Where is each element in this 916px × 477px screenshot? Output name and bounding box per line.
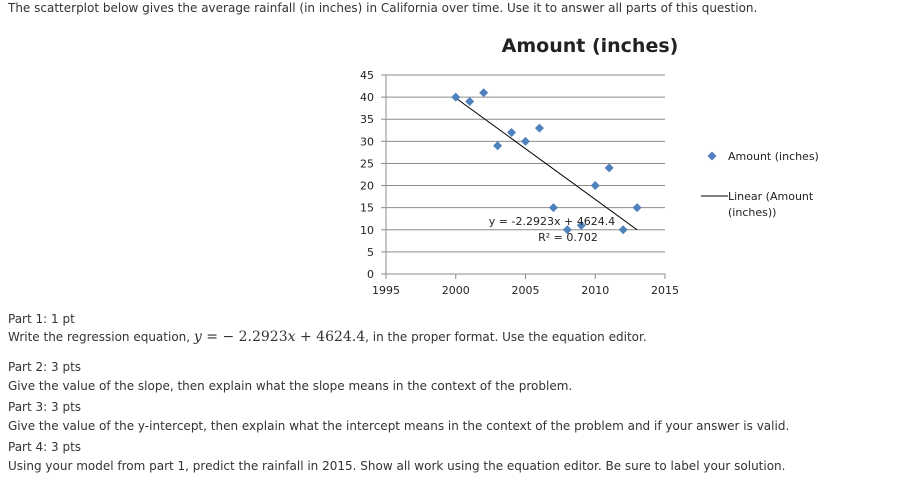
y-tick-label: 25	[360, 157, 374, 170]
y-tick-label: 15	[360, 202, 374, 215]
data-point	[576, 220, 586, 230]
data-point	[521, 136, 530, 146]
x-tick-label: 2005	[512, 284, 540, 297]
y-tick-label: 20	[360, 180, 374, 193]
part4-text: Using your model from part 1, predict th…	[8, 459, 786, 473]
data-point	[562, 225, 572, 235]
part1-text-after: , in the proper format. Use the equation…	[365, 330, 647, 344]
part1-text: Write the regression equation, y = − 2.2…	[8, 329, 647, 345]
part4-heading: Part 4: 3 pts	[8, 440, 82, 454]
scatter-chart: Amount (inches) 0 5 10 15 20 25 30 35 40 45 1995 200…	[0, 26, 916, 308]
part3-text: Give the value of the y-intercept, then …	[8, 419, 790, 433]
data-point	[534, 123, 544, 133]
data-point	[590, 181, 600, 191]
x-tick-label: 1995	[372, 284, 400, 297]
data-point	[548, 203, 558, 213]
y-tick-label: 30	[360, 135, 374, 148]
legend-series-marker	[707, 151, 717, 161]
y-tick-label: 0	[367, 268, 374, 281]
y-tick-label: 10	[360, 224, 374, 237]
part3-heading: Part 3: 3 pts	[8, 400, 82, 414]
y-tick-label: 35	[360, 113, 374, 126]
part1-text-before: Write the regression equation,	[8, 330, 194, 344]
data-point	[479, 88, 489, 98]
data-point	[507, 127, 517, 137]
data-point	[465, 97, 475, 107]
intro-text: The scatterplot below gives the average …	[8, 1, 758, 15]
legend-trend-label-line2: (inches))	[728, 206, 776, 219]
trendline-r2: R² = 0.702	[538, 231, 598, 244]
chart-svg: Amount (inches) 0 5 10 15 20 25 30 35 40 45 1995 200…	[360, 35, 819, 297]
data-point	[632, 203, 642, 213]
data-point	[618, 225, 628, 235]
trendline	[455, 97, 638, 231]
x-tick-label: 2015	[651, 284, 679, 297]
regression-equation: y = − 2.2923x + 4624.4	[193, 329, 366, 345]
data-point	[451, 92, 461, 102]
data-point	[604, 163, 614, 173]
x-tick-label: 2000	[442, 284, 470, 297]
part1-heading: Part 1: 1 pt	[8, 312, 75, 326]
trendline-equation: y = -2.2923x + 4624.4	[489, 215, 615, 228]
chart-title: Amount (inches)	[502, 35, 679, 57]
part2-heading: Part 2: 3 pts	[8, 360, 82, 374]
part2-text: Give the value of the slope, then explai…	[8, 379, 573, 393]
y-tick-label: 40	[360, 91, 374, 104]
legend-series-label: Amount (inches)	[728, 150, 819, 163]
y-tick-label: 5	[367, 246, 374, 259]
y-tick-label: 45	[360, 69, 374, 82]
x-tick-label: 2010	[581, 284, 609, 297]
data-point	[493, 141, 503, 151]
legend-trend-label-line1: Linear (Amount	[728, 190, 814, 203]
